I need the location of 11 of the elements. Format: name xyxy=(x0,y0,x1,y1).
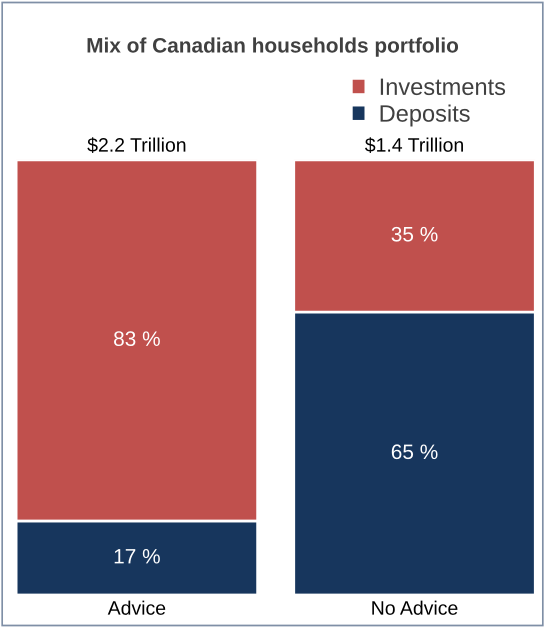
x-tick-label: Advice xyxy=(108,600,166,615)
data-label: 35 % xyxy=(392,226,438,242)
annotation: $1.4 Trillion xyxy=(365,137,463,153)
text: Investments xyxy=(380,78,506,96)
data-label: 83 % xyxy=(114,331,160,346)
annotation: $2.2 Trillion xyxy=(87,137,186,153)
x-tick-label: No Advice xyxy=(372,600,458,615)
legend-label: Deposits xyxy=(380,104,470,126)
data-label: 65 % xyxy=(392,444,438,460)
data-label: 17 % xyxy=(114,548,160,564)
chart-title: Mix of Canadian households portfolio xyxy=(88,37,458,57)
